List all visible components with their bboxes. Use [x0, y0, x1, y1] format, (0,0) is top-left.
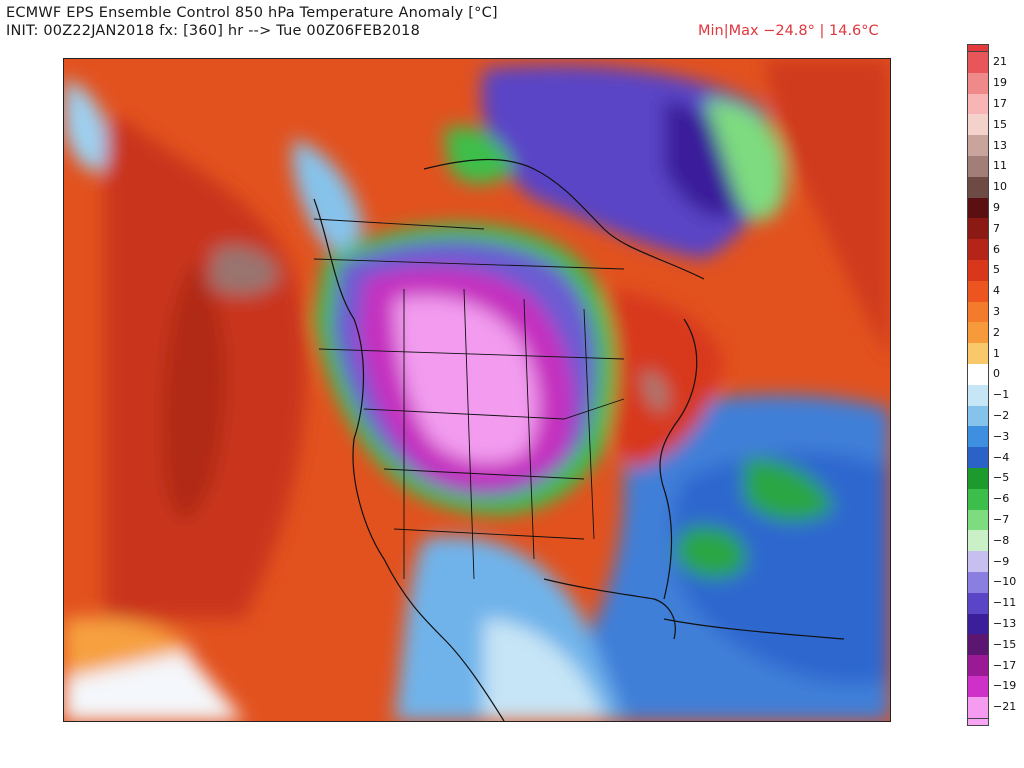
- legend-swatch: [967, 634, 989, 656]
- legend-tick-label: 13: [993, 138, 1007, 152]
- legend-swatch: [967, 488, 989, 511]
- anomaly-map: [63, 58, 891, 722]
- legend-tick-label: −4: [993, 450, 1010, 464]
- anomaly-field: [64, 59, 890, 721]
- legend-swatch: [967, 426, 989, 448]
- legend-tick-label: −7: [993, 513, 1010, 526]
- legend-tick-label: −19: [993, 679, 1017, 693]
- legend-swatch: [967, 364, 989, 386]
- legend-swatch: [967, 93, 989, 115]
- legend-swatch: [967, 509, 989, 531]
- map-canvas: [64, 59, 890, 721]
- legend-swatch: [967, 114, 989, 136]
- legend-tick-label: 5: [993, 263, 1000, 277]
- legend-tick-label: 10: [993, 180, 1007, 194]
- legend-swatch: [967, 52, 989, 74]
- legend-swatch: [967, 156, 989, 178]
- legend-swatch: [967, 572, 989, 594]
- legend-tick-label: 19: [993, 76, 1007, 90]
- legend-swatch: [967, 676, 989, 698]
- legend-tick-label: 6: [993, 242, 1000, 256]
- legend-top-arrow: [967, 44, 989, 52]
- legend-tick-label: −11: [993, 596, 1017, 610]
- legend-swatch: [967, 301, 989, 323]
- legend-swatch: [967, 447, 989, 469]
- legend-swatch: [967, 655, 989, 677]
- legend-tick-label: 2: [993, 325, 1000, 339]
- coastlines: [313, 158, 845, 721]
- legend-tick-label: −15: [993, 637, 1017, 651]
- legend-swatch: [967, 260, 989, 282]
- legend-swatch: [967, 696, 989, 719]
- legend-tick-label: 0: [993, 367, 1000, 381]
- legend-swatch: [967, 322, 989, 344]
- legend-swatch: [967, 280, 989, 303]
- legend-swatch: [967, 72, 989, 95]
- legend-swatch: [967, 468, 989, 490]
- legend-tick-label: 3: [993, 305, 1000, 318]
- legend-tick-label: 9: [993, 201, 1000, 214]
- legend-tick-label: −2: [993, 409, 1010, 422]
- legend-swatch: [967, 135, 989, 157]
- map-title: ECMWF EPS Ensemble Control 850 hPa Tempe…: [6, 5, 498, 21]
- legend-tick-label: 11: [993, 159, 1007, 173]
- legend-tick-label: 4: [993, 284, 1000, 298]
- legend-swatch: [967, 530, 989, 552]
- min-max-readout: Min|Max −24.8° | 14.6°C: [698, 23, 879, 39]
- legend-tick-label: 15: [993, 117, 1007, 131]
- legend-swatch: [967, 592, 989, 615]
- legend-tick-label: −5: [993, 471, 1010, 485]
- legend-tick-label: −10: [993, 575, 1017, 589]
- legend-tick-label: −13: [993, 617, 1017, 630]
- legend-tick-label: −1: [993, 388, 1010, 402]
- legend-tick-label: −6: [993, 492, 1010, 506]
- legend-tick-label: −8: [993, 533, 1010, 547]
- legend-swatch: [967, 384, 989, 407]
- legend-swatch: [967, 218, 989, 240]
- legend-tick-label: −21: [993, 700, 1017, 714]
- init-forecast-time: INIT: 00Z22JAN2018 fx: [360] hr --> Tue …: [6, 23, 421, 39]
- legend-tick-label: 21: [993, 55, 1007, 69]
- legend-swatch: [967, 613, 989, 635]
- legend-tick-label: −17: [993, 658, 1017, 672]
- legend-swatch: [967, 343, 989, 365]
- legend-swatch: [967, 176, 989, 199]
- legend-tick-label: 1: [993, 346, 1000, 360]
- legend-tick-label: −3: [993, 429, 1010, 443]
- legend-bottom-arrow: [967, 717, 989, 726]
- legend-tick-label: 17: [993, 97, 1007, 110]
- political-borders: [313, 218, 625, 580]
- legend-tick-label: −9: [993, 554, 1010, 568]
- legend-swatch: [967, 551, 989, 573]
- legend-tick-label: 7: [993, 221, 1000, 235]
- legend-swatch: [967, 239, 989, 261]
- legend-swatch: [967, 197, 989, 219]
- legend-swatch: [967, 405, 989, 427]
